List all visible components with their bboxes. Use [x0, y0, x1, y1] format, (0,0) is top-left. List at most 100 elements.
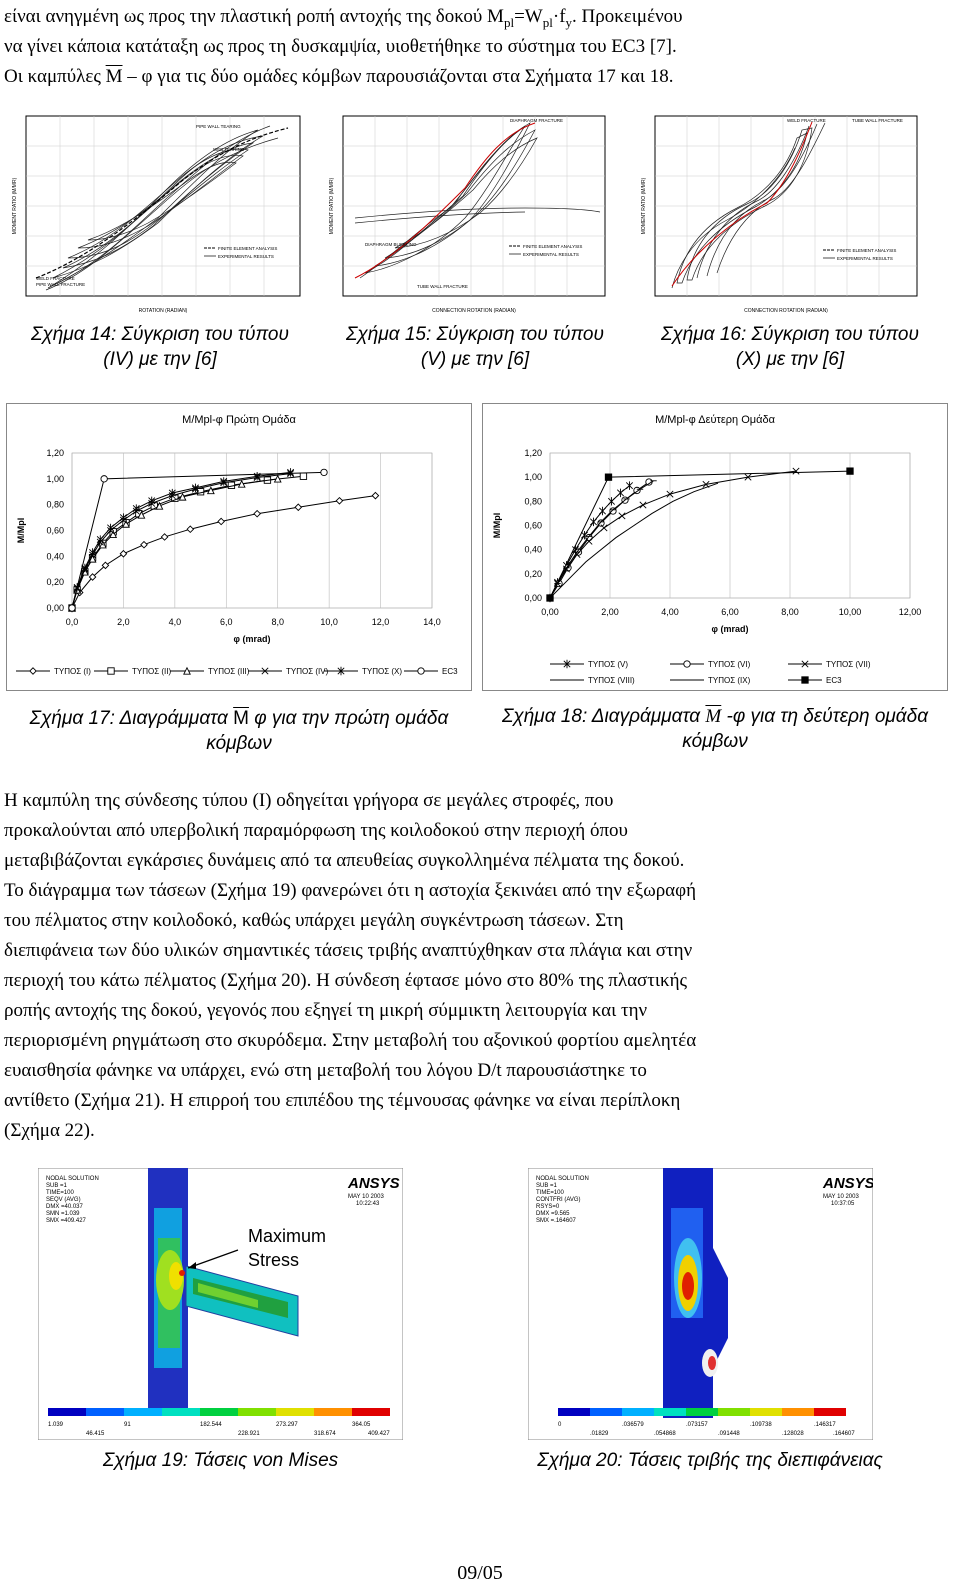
data-point: [89, 548, 97, 557]
x-tick-label: 6,0: [220, 617, 233, 627]
data-point: [148, 496, 156, 505]
legend-exp: EXPERIMENTAL RESULTS: [837, 256, 893, 261]
label-pipe-wall-tearing: PIPE WALL TEARING: [196, 124, 241, 129]
legend-marker: [107, 667, 115, 675]
intro-line-2: να γίνει κάποια κατάταξη ως προς τη δυσκ…: [4, 36, 677, 57]
series-line: [549, 480, 654, 599]
y-tick-label: 0,40: [524, 545, 542, 555]
legend-marker: [261, 667, 269, 675]
x-tick-label: 14,0: [423, 617, 441, 627]
data-point: [600, 524, 608, 532]
legend-label: EC3: [442, 667, 458, 676]
figure-14-caption: Σχήμα 14: Σύγκριση του τύπου (IV) με την…: [31, 324, 289, 370]
legend-label: ΤΥΠΟΣ (III): [208, 667, 250, 676]
x-tick-label: 12,0: [372, 617, 390, 627]
legend-label: EC3: [826, 676, 842, 685]
svg-text:182.544: 182.544: [200, 1422, 222, 1428]
y-tick-label: 0,20: [524, 569, 542, 579]
x-axis-label: ROTATION (RADIAN): [139, 308, 188, 314]
legend-exp: EXPERIMENTAL RESULTS: [218, 254, 274, 259]
svg-text:NODAL SOLUTION: NODAL SOLUTION: [46, 1176, 99, 1182]
legend-label: ΤΥΠΟΣ (IV): [286, 667, 329, 676]
data-point: [109, 530, 118, 539]
label-weld-fracture: WELD FRACTURE: [36, 276, 75, 281]
data-point: [287, 468, 295, 477]
data-point: [160, 533, 169, 541]
svg-text:SMX =.164607: SMX =.164607: [536, 1218, 577, 1224]
figure-18-caption: Σχήμα 18: Διαγράμματα M -φ για τη δεύτερ…: [501, 706, 929, 752]
y-tick-label: 0,00: [524, 593, 542, 603]
x-tick-label: 10,0: [320, 617, 338, 627]
legend-label: ΤΥΠΟΣ (V): [588, 660, 628, 669]
x-tick-label: 4,0: [169, 617, 182, 627]
data-point: [320, 468, 328, 477]
legend-marker: [563, 659, 571, 669]
legend-label: ΤΥΠΟΣ (VII): [826, 660, 871, 669]
y-axis-label: MOMENT RATIO (M/MR): [329, 177, 335, 234]
legend-marker: [337, 666, 345, 676]
color-scale: [48, 1408, 390, 1416]
data-point: [371, 491, 380, 500]
data-point: [639, 501, 647, 509]
data-point: [186, 525, 195, 534]
body-line: (Σχήμα 22).: [4, 1120, 95, 1141]
legend-marker: [417, 667, 425, 675]
x-tick-label: 4,00: [661, 607, 679, 617]
data-point: [68, 604, 76, 612]
ansys-info-block: NODAL SOLUTION SUB =1 TIME=100 CONTFRI (…: [536, 1176, 589, 1224]
body-line: μεταβιβάζονται εγκάρσιες δυνάμεις από τα…: [4, 850, 685, 871]
data-point: [119, 513, 127, 522]
figure-19-ansys-plot: NODAL SOLUTION SUB =1 TIME=100 SEQV (AVG…: [38, 1168, 403, 1440]
data-point: [119, 549, 128, 558]
legend-fea: FINITE ELEMENT ANALYSIS: [837, 248, 896, 253]
x-tick-label: 8,0: [271, 617, 284, 627]
series-4: [549, 482, 719, 599]
chart-legend: ΤΥΠΟΣ (I) ΤΥΠΟΣ (II) ΤΥΠΟΣ (III) ΤΥΠΟΣ (IV)…: [16, 666, 458, 676]
svg-text:.054868: .054868: [654, 1431, 676, 1437]
svg-text:SUB =1: SUB =1: [46, 1183, 68, 1189]
figure-15-caption: Σχήμα 15: Σύγκριση του τύπου (V) με την …: [346, 324, 604, 370]
data-point: [607, 497, 616, 506]
legend-label: ΤΥΠΟΣ (VI): [708, 660, 751, 669]
chart-title: M/Mpl-φ Δεύτερη Ομάδα: [655, 414, 776, 426]
body-line: διεπιφάνεια των δύο υλικών σημαντικές τά…: [4, 940, 693, 961]
y-tick-label: 0,60: [46, 526, 64, 536]
data-point: [155, 501, 164, 510]
figure-14-hysteresis-chart: PIPE WALL TEARING WEB TEARING WELD FRACT…: [8, 108, 308, 318]
legend-marker: [29, 667, 37, 675]
svg-text:.146317: .146317: [814, 1422, 836, 1428]
data-point: [273, 474, 282, 483]
label-weld-fracture: WELD FRACTURE: [787, 118, 826, 123]
label-pipe-wall-fracture: PIPE WALL FRACTURE: [36, 282, 85, 287]
data-point: [846, 467, 854, 475]
data-point: [206, 486, 215, 495]
svg-text:.01829: .01829: [590, 1431, 609, 1437]
x-tick-label: 0,0: [66, 617, 79, 627]
label-tube-wall-fracture: TUBE WALL FRACTURE: [417, 284, 468, 289]
svg-text:SMX =409.427: SMX =409.427: [46, 1218, 87, 1224]
svg-text:TIME=100: TIME=100: [46, 1190, 75, 1196]
data-point: [625, 481, 634, 490]
figure-20-ansys-plot: NODAL SOLUTION SUB =1 TIME=100 CONTFRI (…: [528, 1168, 873, 1440]
figure-20-caption: Σχήμα 20: Τάσεις τριβής της διεπιφάνειας: [537, 1450, 883, 1471]
x-axis-label: CONNECTION ROTATION (RADIAN): [744, 308, 828, 314]
svg-text:.109738: .109738: [750, 1422, 772, 1428]
ansys-date: MAY 10 2003: [348, 1194, 384, 1200]
svg-text:0: 0: [558, 1422, 562, 1428]
svg-text:318.674: 318.674: [314, 1431, 336, 1437]
data-point: [88, 573, 97, 581]
data-point: [96, 535, 104, 544]
figure-15-hysteresis-chart: DIAPHRAGM FRACTURE DIAPHRAGM BUCKLING TU…: [325, 108, 615, 318]
series-line: [549, 470, 797, 599]
annotation-max-stress-2: Stress: [248, 1250, 299, 1270]
legend-label: ΤΥΠΟΣ (II): [132, 667, 172, 676]
svg-text:228.921: 228.921: [238, 1431, 260, 1437]
data-point: [294, 503, 303, 512]
body-line: περιορισμένη ρηγμάτωση στο σκυρόδεμα. Στ…: [4, 1030, 697, 1051]
legend-label: ΤΥΠΟΣ (VIII): [588, 676, 635, 685]
data-point: [666, 490, 674, 498]
y-tick-label: 0,60: [524, 521, 542, 531]
legend-label: ΤΥΠΟΣ (IX): [708, 676, 751, 685]
fea-curve: [671, 121, 813, 287]
ansys-info-block: NODAL SOLUTION SUB =1 TIME=100 SEQV (AVG…: [46, 1176, 99, 1224]
